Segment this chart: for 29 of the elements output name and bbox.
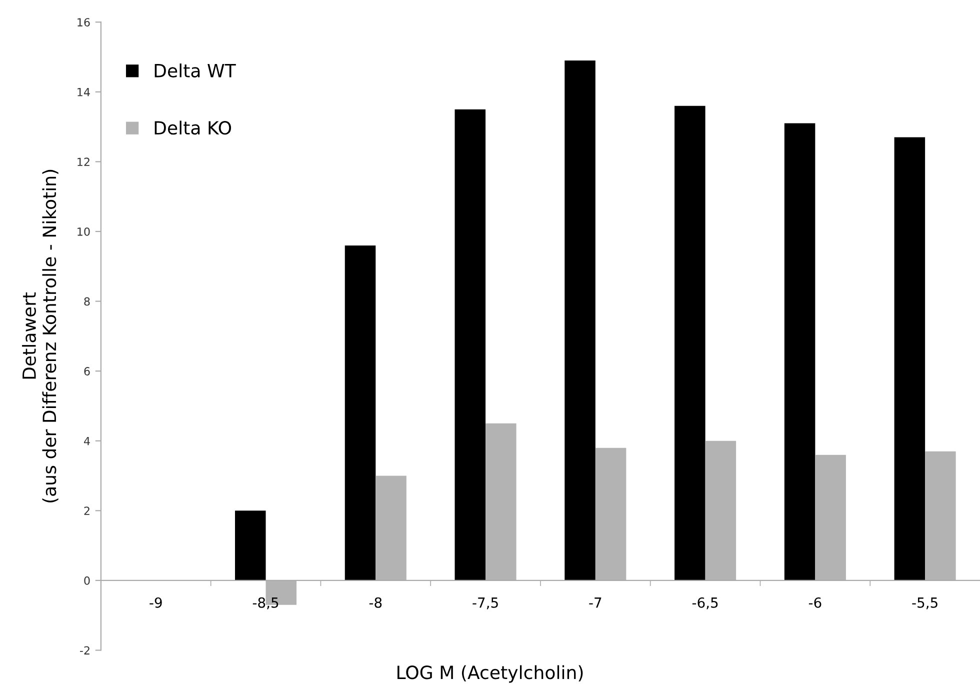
y-tick-label: 10 xyxy=(78,227,90,236)
x-tick-label: -6 xyxy=(808,597,822,608)
bar xyxy=(674,106,706,580)
x-tick-label: -9 xyxy=(150,597,162,608)
x-tick-label: -7 xyxy=(589,598,602,608)
x-tick-label: -5,5 xyxy=(912,598,938,610)
y-tick-label: 2 xyxy=(84,506,90,515)
bar xyxy=(784,123,816,580)
x-tick-label: -8 xyxy=(369,597,382,608)
y-tick-label: 12 xyxy=(78,158,90,166)
x-tick-label: -8,5 xyxy=(252,597,278,610)
legend-label: Delta WT xyxy=(154,63,236,78)
y-tick-label: 0 xyxy=(84,576,90,585)
x-tick-label: -6,5 xyxy=(692,597,718,610)
bar xyxy=(454,109,486,580)
y-axis-title: Detlawert (aus der Differenz Kontrolle - Nikotin) xyxy=(22,170,58,502)
bar xyxy=(234,510,266,580)
y-tick-label: 6 xyxy=(84,367,90,376)
y-tick-label: 14 xyxy=(78,88,90,96)
x-tick-label: -7,5 xyxy=(472,598,498,610)
bar xyxy=(564,60,596,580)
legend-label: Delta KO xyxy=(154,120,232,135)
y-tick-label: 8 xyxy=(84,297,90,306)
bar xyxy=(344,245,376,580)
y-tick-label: 4 xyxy=(84,436,90,446)
x-axis-title: LOG M (Acetylcholin) xyxy=(398,665,583,683)
y-tick-label: -2 xyxy=(80,646,90,654)
y-tick-label: 16 xyxy=(78,18,90,26)
bar xyxy=(894,137,926,580)
